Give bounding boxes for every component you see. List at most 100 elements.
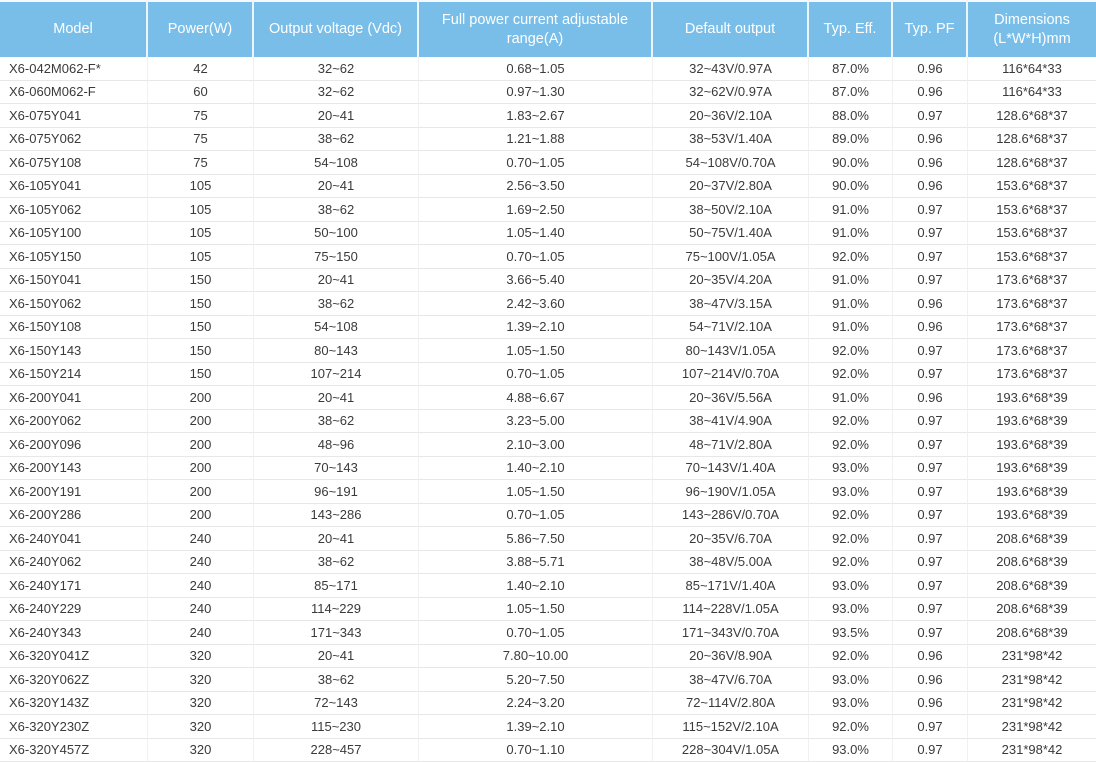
table-row: X6-320Y041Z 320 20~41 7.80~10.00 20~36V/8.90… bbox=[0, 644, 1096, 668]
cell-typ-eff: 92.0% bbox=[809, 433, 893, 457]
cell-power-w: 105 bbox=[148, 245, 254, 269]
cell-output-voltage: 171~343 bbox=[254, 621, 419, 645]
cell-typ-pf: 0.97 bbox=[893, 738, 968, 762]
cell-default-output: 228~304V/1.05A bbox=[653, 738, 809, 762]
cell-model: X6-150Y062 bbox=[0, 292, 148, 316]
cell-dimensions: 128.6*68*37 bbox=[968, 104, 1096, 128]
cell-dimensions: 193.6*68*39 bbox=[968, 456, 1096, 480]
cell-typ-pf: 0.96 bbox=[893, 644, 968, 668]
cell-power-w: 75 bbox=[148, 104, 254, 128]
cell-output-voltage: 72~143 bbox=[254, 691, 419, 715]
cell-model: X6-200Y191 bbox=[0, 480, 148, 504]
cell-output-voltage: 75~150 bbox=[254, 245, 419, 269]
cell-dimensions: 193.6*68*39 bbox=[968, 433, 1096, 457]
cell-model: X6-200Y062 bbox=[0, 409, 148, 433]
cell-output-voltage: 20~41 bbox=[254, 268, 419, 292]
cell-typ-eff: 92.0% bbox=[809, 550, 893, 574]
cell-model: X6-240Y041 bbox=[0, 527, 148, 551]
cell-typ-eff: 92.0% bbox=[809, 527, 893, 551]
cell-current-range: 7.80~10.00 bbox=[419, 644, 653, 668]
cell-default-output: 20~35V/4.20A bbox=[653, 268, 809, 292]
cell-default-output: 48~71V/2.80A bbox=[653, 433, 809, 457]
cell-typ-eff: 88.0% bbox=[809, 104, 893, 128]
cell-model: X6-105Y150 bbox=[0, 245, 148, 269]
cell-model: X6-200Y143 bbox=[0, 456, 148, 480]
cell-model: X6-042M062-F* bbox=[0, 57, 148, 81]
cell-current-range: 5.20~7.50 bbox=[419, 668, 653, 692]
cell-typ-eff: 89.0% bbox=[809, 127, 893, 151]
cell-default-output: 114~228V/1.05A bbox=[653, 597, 809, 621]
cell-power-w: 60 bbox=[148, 80, 254, 104]
cell-current-range: 2.10~3.00 bbox=[419, 433, 653, 457]
table-row: X6-200Y062 200 38~62 3.23~5.00 38~41V/4.90A 9… bbox=[0, 409, 1096, 433]
cell-dimensions: 153.6*68*37 bbox=[968, 198, 1096, 222]
table-row: X6-320Y457Z 320 228~457 0.70~1.10 228~304V/1… bbox=[0, 738, 1096, 762]
cell-typ-pf: 0.97 bbox=[893, 597, 968, 621]
cell-current-range: 1.40~2.10 bbox=[419, 574, 653, 598]
cell-typ-pf: 0.97 bbox=[893, 715, 968, 739]
cell-power-w: 200 bbox=[148, 386, 254, 410]
cell-default-output: 20~37V/2.80A bbox=[653, 174, 809, 198]
cell-typ-eff: 91.0% bbox=[809, 292, 893, 316]
table-row: X6-320Y143Z 320 72~143 2.24~3.20 72~114V/2.8… bbox=[0, 691, 1096, 715]
cell-dimensions: 208.6*68*39 bbox=[968, 597, 1096, 621]
cell-default-output: 38~47V/6.70A bbox=[653, 668, 809, 692]
cell-current-range: 0.70~1.05 bbox=[419, 151, 653, 175]
cell-output-voltage: 80~143 bbox=[254, 339, 419, 363]
cell-dimensions: 231*98*42 bbox=[968, 644, 1096, 668]
cell-model: X6-150Y108 bbox=[0, 315, 148, 339]
cell-typ-eff: 92.0% bbox=[809, 339, 893, 363]
cell-dimensions: 128.6*68*37 bbox=[968, 127, 1096, 151]
cell-typ-pf: 0.97 bbox=[893, 268, 968, 292]
cell-model: X6-150Y041 bbox=[0, 268, 148, 292]
cell-dimensions: 193.6*68*39 bbox=[968, 503, 1096, 527]
cell-power-w: 240 bbox=[148, 527, 254, 551]
cell-current-range: 0.68~1.05 bbox=[419, 57, 653, 81]
cell-output-voltage: 38~62 bbox=[254, 409, 419, 433]
cell-model: X6-075Y108 bbox=[0, 151, 148, 175]
cell-typ-pf: 0.96 bbox=[893, 127, 968, 151]
column-header-model: Model bbox=[0, 0, 148, 57]
cell-power-w: 320 bbox=[148, 715, 254, 739]
cell-typ-eff: 87.0% bbox=[809, 57, 893, 81]
table-row: X6-240Y171 240 85~171 1.40~2.10 85~171V/1.40… bbox=[0, 574, 1096, 598]
cell-current-range: 1.05~1.40 bbox=[419, 221, 653, 245]
cell-typ-pf: 0.97 bbox=[893, 339, 968, 363]
cell-output-voltage: 96~191 bbox=[254, 480, 419, 504]
cell-power-w: 200 bbox=[148, 409, 254, 433]
cell-default-output: 85~171V/1.40A bbox=[653, 574, 809, 598]
cell-default-output: 20~35V/6.70A bbox=[653, 527, 809, 551]
cell-typ-eff: 91.0% bbox=[809, 315, 893, 339]
table-row: X6-105Y150 105 75~150 0.70~1.05 75~100V/1.05… bbox=[0, 245, 1096, 269]
cell-default-output: 38~41V/4.90A bbox=[653, 409, 809, 433]
table-row: X6-150Y143 150 80~143 1.05~1.50 80~143V/1.05… bbox=[0, 339, 1096, 363]
cell-model: X6-320Y230Z bbox=[0, 715, 148, 739]
cell-dimensions: 153.6*68*37 bbox=[968, 174, 1096, 198]
column-header-current-range: Full power current adjustable range(A) bbox=[419, 0, 653, 57]
cell-typ-pf: 0.96 bbox=[893, 691, 968, 715]
cell-output-voltage: 85~171 bbox=[254, 574, 419, 598]
cell-typ-eff: 93.0% bbox=[809, 480, 893, 504]
cell-current-range: 3.23~5.00 bbox=[419, 409, 653, 433]
table-row: X6-240Y343 240 171~343 0.70~1.05 171~343V/0.… bbox=[0, 621, 1096, 645]
cell-power-w: 200 bbox=[148, 503, 254, 527]
cell-power-w: 75 bbox=[148, 127, 254, 151]
cell-dimensions: 116*64*33 bbox=[968, 80, 1096, 104]
cell-current-range: 2.56~3.50 bbox=[419, 174, 653, 198]
cell-output-voltage: 54~108 bbox=[254, 151, 419, 175]
cell-power-w: 200 bbox=[148, 433, 254, 457]
cell-dimensions: 153.6*68*37 bbox=[968, 245, 1096, 269]
cell-typ-eff: 92.0% bbox=[809, 245, 893, 269]
cell-model: X6-200Y096 bbox=[0, 433, 148, 457]
cell-output-voltage: 38~62 bbox=[254, 668, 419, 692]
cell-model: X6-105Y100 bbox=[0, 221, 148, 245]
cell-default-output: 32~62V/0.97A bbox=[653, 80, 809, 104]
cell-power-w: 320 bbox=[148, 691, 254, 715]
cell-typ-pf: 0.97 bbox=[893, 362, 968, 386]
cell-typ-eff: 93.0% bbox=[809, 668, 893, 692]
cell-power-w: 105 bbox=[148, 174, 254, 198]
table-row: X6-320Y062Z 320 38~62 5.20~7.50 38~47V/6.70A… bbox=[0, 668, 1096, 692]
cell-output-voltage: 20~41 bbox=[254, 104, 419, 128]
cell-typ-eff: 92.0% bbox=[809, 409, 893, 433]
cell-power-w: 150 bbox=[148, 292, 254, 316]
